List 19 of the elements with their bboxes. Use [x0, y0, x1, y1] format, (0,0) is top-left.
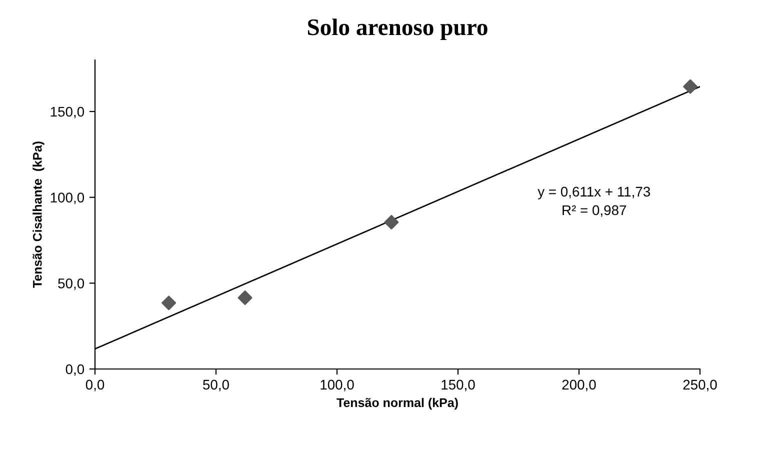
x-tick-label: 150,0: [442, 380, 475, 392]
point: [683, 79, 698, 94]
point: [238, 290, 252, 306]
y-tick-label: 100,0: [50, 192, 84, 204]
annotation: R² = 0,987: [562, 205, 626, 217]
x-tick-label: 250,0: [683, 380, 717, 392]
y-tick-label: 50,0: [58, 278, 84, 290]
y-axis-title: Tensão Cisalhante (kPa): [32, 142, 44, 288]
y-tick-label: 150,0: [50, 106, 84, 118]
x-tick-label: 200,0: [562, 380, 596, 392]
chart-title: Solo arenoso puro: [308, 18, 488, 40]
x-axis-title: Tensão normal (kPa): [336, 398, 458, 410]
point: [384, 214, 399, 230]
x-tick-label: 50,0: [203, 380, 229, 392]
point: [162, 296, 176, 310]
annotation: y = 0,611x + 11,73: [538, 186, 650, 200]
y-tick-label: 0,0: [66, 364, 84, 376]
x-tick-label: 100,0: [320, 380, 354, 392]
x-tick-label: 0,0: [86, 380, 104, 392]
